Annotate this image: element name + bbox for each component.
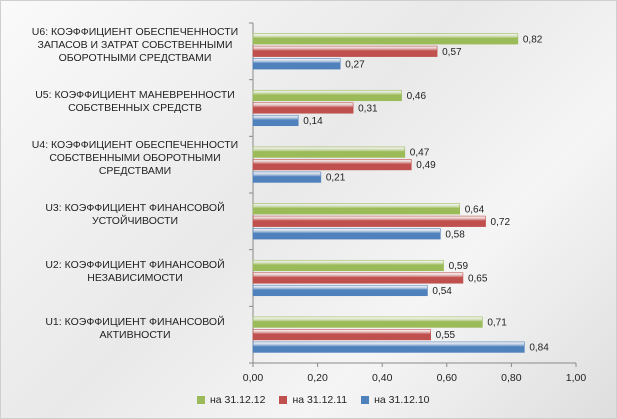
bar — [252, 45, 438, 57]
bar — [252, 33, 519, 45]
legend-item-2011: на 31.12.11 — [279, 394, 347, 406]
bar — [252, 203, 461, 215]
bar — [252, 228, 441, 240]
category-label-line: ЗАПАСОВ И ЗАТРАТ СОБСТВЕННЫМИ — [37, 38, 233, 51]
data-label: 0,46 — [407, 91, 427, 102]
data-label: 0,72 — [491, 217, 511, 228]
category-label-line: U5: КОЭФФИЦИЕНТ МАНЕВРЕННОСТИ — [35, 89, 235, 101]
legend-swatch-2010 — [361, 396, 370, 404]
category-label: U4: КОЭФФИЦИЕНТ ОБЕСПЕЧЕННОСТИ СОБСТВЕННЫ… — [21, 139, 249, 178]
bar — [252, 215, 486, 227]
category-label-line: U6: КОЭФФИЦИЕНТ ОБЕСПЕЧЕННОСТИ — [31, 25, 239, 38]
x-tick-label: 0,40 — [372, 372, 393, 384]
bar — [252, 58, 341, 70]
data-label: 0,49 — [416, 160, 436, 171]
bar — [252, 259, 444, 272]
data-label: 0,58 — [445, 229, 465, 240]
category-label-line: УСТОЙЧИВОСТИ — [91, 215, 179, 228]
bar — [252, 329, 431, 341]
data-label: 0,84 — [529, 343, 549, 354]
data-label: 0,64 — [465, 204, 485, 215]
category-label-line: СОБСТВЕННЫМИ ОБОРОТНЫМИ — [49, 152, 221, 165]
legend: на 31.12.12 на 31.12.11 на 31.12.10 — [197, 394, 430, 406]
category-label-line: СОБСТВЕННЫХ СРЕДСТВ — [68, 102, 202, 114]
data-label: 0,21 — [326, 173, 346, 184]
category-label-line: ОБОРОТНЫМИ СРЕДСТВАМИ — [58, 51, 212, 64]
category-label: U2: КОЭФФИЦИЕНТ ФИНАНСОВОЙ НЕЗАВИСИМОСТИ — [21, 259, 249, 285]
bar — [252, 102, 354, 114]
data-label: 0,14 — [303, 116, 323, 127]
bar — [252, 316, 483, 328]
bar — [252, 341, 525, 353]
bar — [252, 146, 406, 158]
data-label: 0,59 — [449, 261, 469, 272]
legend-swatch-2012 — [197, 396, 205, 404]
legend-label-2010: на 31.12.10 — [374, 394, 430, 406]
bar — [252, 89, 402, 102]
x-tick-label: 0,60 — [437, 372, 458, 384]
data-label: 0,82 — [523, 34, 543, 45]
x-tick-label: 1,00 — [566, 372, 587, 384]
legend-item-2012: на 31.12.12 — [197, 394, 265, 406]
x-tick-label: 0,00 — [243, 372, 264, 384]
category-label: U1: КОЭФФИЦИЕНТ ФИНАНСОВОЙ АКТИВНОСТИ — [21, 316, 249, 342]
category-label-line: U2: КОЭФФИЦИЕНТ ФИНАНСОВОЙ — [45, 259, 225, 271]
category-label-line: U3: КОЭФФИЦИЕНТ ФИНАНСОВОЙ — [45, 202, 225, 215]
bar — [252, 272, 464, 284]
bar — [252, 114, 299, 127]
category-label: U6: КОЭФФИЦИЕНТ ОБЕСПЕЧЕННОСТИ ЗАПАСОВ И … — [21, 26, 249, 65]
x-tick-label: 0,80 — [501, 372, 522, 384]
data-label: 0,71 — [487, 318, 507, 329]
data-label: 0,31 — [358, 104, 378, 115]
category-label-line: U4: КОЭФФИЦИЕНТ ОБЕСПЕЧЕННОСТИ — [31, 139, 239, 152]
data-label: 0,65 — [468, 274, 488, 285]
data-label: 0,27 — [345, 59, 365, 70]
category-label: U3: КОЭФФИЦИЕНТ ФИНАНСОВОЙ УСТОЙЧИВОСТИ — [21, 202, 249, 228]
bar — [252, 171, 322, 183]
data-label: 0,47 — [410, 148, 430, 159]
category-label-line: НЕЗАВИСИМОСТИ — [87, 272, 183, 284]
data-label: 0,55 — [436, 330, 456, 341]
category-label-line: U1: КОЭФФИЦИЕНТ ФИНАНСОВОЙ — [45, 315, 225, 328]
legend-label-2012: на 31.12.12 — [210, 394, 266, 406]
category-label-line: СРЕДСТВАМИ — [98, 165, 172, 178]
legend-swatch-2011 — [279, 396, 288, 404]
data-label: 0,57 — [442, 47, 462, 58]
category-label-line: АКТИВНОСТИ — [99, 328, 171, 341]
legend-item-2010: на 31.12.10 — [361, 394, 430, 406]
data-label: 0,54 — [432, 286, 452, 297]
x-tick-label: 0,20 — [307, 372, 328, 384]
bar — [252, 284, 428, 297]
bar — [252, 159, 412, 171]
legend-label-2011: на 31.12.11 — [292, 394, 348, 406]
category-label: U5: КОЭФФИЦИЕНТ МАНЕВРЕННОСТИ СОБСТВЕННЫХ… — [21, 89, 249, 115]
